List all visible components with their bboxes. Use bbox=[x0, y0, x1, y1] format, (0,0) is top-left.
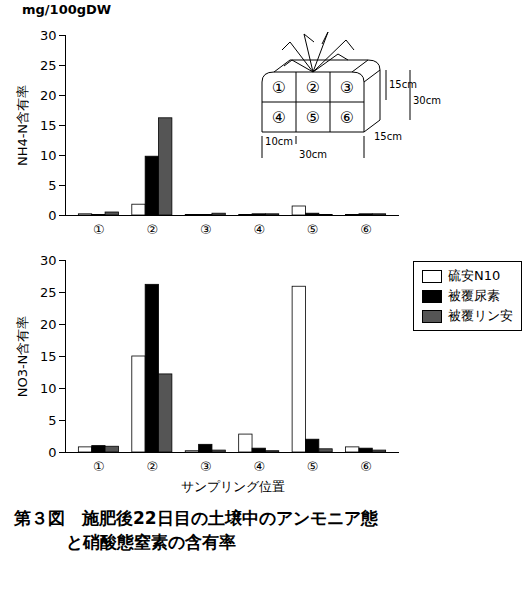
svg-text:10: 10 bbox=[40, 381, 57, 396]
svg-text:30cm: 30cm bbox=[299, 149, 327, 160]
svg-text:④: ④ bbox=[253, 222, 265, 237]
svg-text:①: ① bbox=[93, 222, 105, 237]
html-text:被覆リン安: 被覆リン安 bbox=[448, 308, 513, 323]
svg-text:④: ④ bbox=[272, 108, 286, 127]
svg-text:⑤: ⑤ bbox=[307, 459, 319, 474]
html-text:第３図 施肥後22日目の土壌中のアンモニア態: 第３図 施肥後22日目の土壌中のアンモニア態 bbox=[14, 508, 378, 528]
svg-text:20: 20 bbox=[40, 88, 57, 103]
svg-text:30cm: 30cm bbox=[413, 95, 441, 106]
html-text:被覆尿素: 被覆尿素 bbox=[448, 288, 500, 303]
html-text:硫安N10: 硫安N10 bbox=[448, 268, 501, 283]
svg-text:③: ③ bbox=[340, 78, 354, 97]
svg-text:④: ④ bbox=[253, 459, 265, 474]
html-text:と硝酸態窒素の含有率: と硝酸態窒素の含有率 bbox=[66, 532, 236, 552]
svg-text:NO3-N含有率: NO3-N含有率 bbox=[15, 316, 30, 398]
svg-text:15: 15 bbox=[40, 349, 57, 364]
svg-text:15cm: 15cm bbox=[389, 79, 417, 90]
svg-text:①: ① bbox=[93, 459, 105, 474]
svg-text:サンプリング位置: サンプリング位置 bbox=[181, 479, 285, 494]
html-text:mg/100gDW: mg/100gDW bbox=[22, 2, 112, 17]
svg-text:NH4-N含有率: NH4-N含有率 bbox=[15, 85, 30, 166]
svg-text:⑤: ⑤ bbox=[306, 108, 320, 127]
svg-text:0: 0 bbox=[48, 445, 56, 460]
svg-text:30: 30 bbox=[40, 28, 57, 43]
svg-text:⑥: ⑥ bbox=[360, 459, 372, 474]
svg-text:③: ③ bbox=[200, 222, 212, 237]
svg-text:⑥: ⑥ bbox=[340, 108, 354, 127]
svg-text:20: 20 bbox=[40, 317, 57, 332]
svg-text:10cm: 10cm bbox=[265, 136, 293, 147]
svg-text:①: ① bbox=[272, 78, 286, 97]
svg-text:25: 25 bbox=[40, 285, 57, 300]
svg-text:②: ② bbox=[147, 222, 159, 237]
svg-text:③: ③ bbox=[200, 459, 212, 474]
svg-text:30: 30 bbox=[40, 253, 57, 268]
svg-text:②: ② bbox=[147, 459, 159, 474]
svg-text:15cm: 15cm bbox=[374, 131, 402, 142]
svg-text:②: ② bbox=[306, 78, 320, 97]
svg-text:15: 15 bbox=[40, 118, 57, 133]
svg-text:⑤: ⑤ bbox=[307, 222, 319, 237]
svg-text:5: 5 bbox=[48, 413, 56, 428]
svg-text:⑥: ⑥ bbox=[360, 222, 372, 237]
svg-text:5: 5 bbox=[48, 178, 56, 193]
svg-text:0: 0 bbox=[48, 208, 56, 223]
svg-text:10: 10 bbox=[40, 148, 57, 163]
svg-text:25: 25 bbox=[40, 58, 57, 73]
